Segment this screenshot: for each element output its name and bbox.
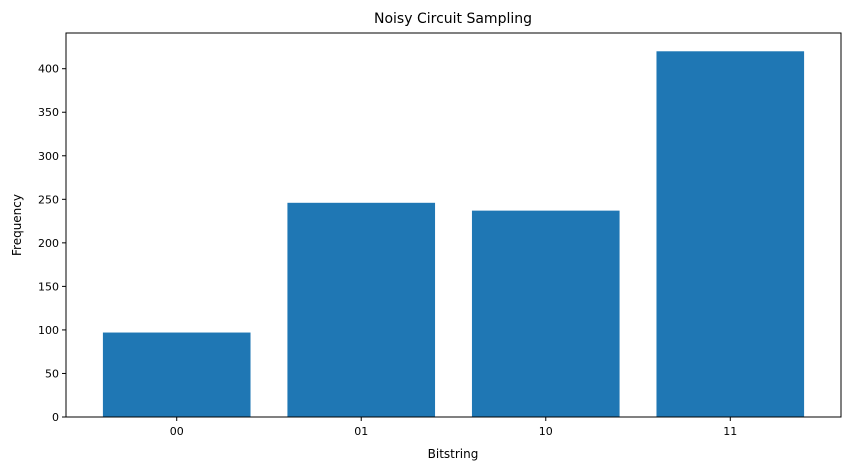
plot-frame <box>65 32 842 418</box>
y-tick-label: 400 <box>38 63 59 76</box>
x-tick-label: 01 <box>354 425 368 438</box>
y-tick-label: 100 <box>38 324 59 337</box>
y-tick-label: 50 <box>45 367 59 380</box>
x-tick-label: 11 <box>723 425 737 438</box>
x-axis-label: Bitstring <box>428 447 479 461</box>
bar-10 <box>471 210 620 417</box>
chart-title: Noisy Circuit Sampling <box>374 11 532 27</box>
y-tick-label: 350 <box>38 106 59 119</box>
y-tick-label: 250 <box>38 193 59 206</box>
y-tick-label: 200 <box>38 237 59 250</box>
y-tick-label: 300 <box>38 150 59 163</box>
x-tick-label: 00 <box>170 425 184 438</box>
bar-11 <box>656 51 805 418</box>
y-tick-label: 150 <box>38 280 59 293</box>
bar-00 <box>102 332 251 417</box>
y-axis-label: Frequency <box>10 194 24 256</box>
x-tick-label: 10 <box>539 425 553 438</box>
bar-01 <box>287 202 436 417</box>
y-tick-label: 0 <box>52 411 59 424</box>
